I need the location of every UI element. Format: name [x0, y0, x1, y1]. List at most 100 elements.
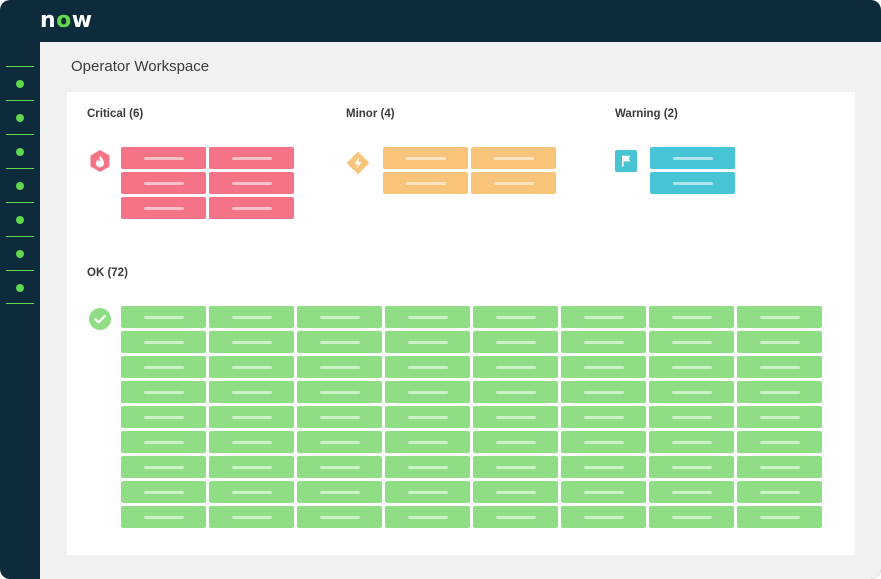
ok-alert-card[interactable]: [737, 431, 822, 453]
critical-alert-card[interactable]: [209, 197, 294, 219]
ok-alert-card[interactable]: [121, 481, 206, 503]
ok-alert-card[interactable]: [121, 456, 206, 478]
ok-alert-card[interactable]: [209, 406, 294, 428]
ok-alert-card[interactable]: [649, 406, 734, 428]
ok-alert-card[interactable]: [649, 481, 734, 503]
ok-alert-card[interactable]: [121, 406, 206, 428]
ok-alert-card[interactable]: [737, 456, 822, 478]
ok-alert-card[interactable]: [121, 431, 206, 453]
card-placeholder-line: [672, 156, 713, 160]
critical-alert-card[interactable]: [121, 172, 206, 194]
ok-alert-card[interactable]: [385, 306, 470, 328]
card-placeholder-line: [143, 340, 184, 344]
critical-alert-card[interactable]: [121, 147, 206, 169]
ok-alert-card[interactable]: [209, 456, 294, 478]
card-placeholder-line: [319, 365, 360, 369]
minor-alert-card[interactable]: [383, 172, 468, 194]
ok-alert-card[interactable]: [209, 431, 294, 453]
ok-alert-card[interactable]: [297, 406, 382, 428]
ok-alert-card[interactable]: [473, 431, 558, 453]
ok-alert-card[interactable]: [385, 331, 470, 353]
now-logo[interactable]: now: [40, 8, 93, 33]
sidebar-nav-item[interactable]: [6, 202, 34, 236]
ok-alert-card[interactable]: [473, 506, 558, 528]
card-placeholder-line: [143, 515, 184, 519]
ok-alert-card[interactable]: [561, 481, 646, 503]
ok-alert-card[interactable]: [561, 331, 646, 353]
nav-dot-icon: [16, 80, 24, 88]
ok-alert-card[interactable]: [561, 406, 646, 428]
ok-alert-card[interactable]: [649, 306, 734, 328]
ok-alert-card[interactable]: [473, 481, 558, 503]
ok-alert-card[interactable]: [297, 431, 382, 453]
critical-alert-card[interactable]: [121, 197, 206, 219]
sidebar-nav-item[interactable]: [6, 270, 34, 304]
ok-alert-card[interactable]: [473, 306, 558, 328]
ok-alert-card[interactable]: [297, 356, 382, 378]
critical-alert-card[interactable]: [209, 172, 294, 194]
sidebar-nav-item[interactable]: [6, 66, 34, 100]
ok-alert-card[interactable]: [121, 356, 206, 378]
ok-alert-card[interactable]: [121, 381, 206, 403]
ok-alert-card[interactable]: [473, 331, 558, 353]
ok-alert-card[interactable]: [649, 431, 734, 453]
ok-alert-card[interactable]: [209, 481, 294, 503]
ok-alert-card[interactable]: [385, 406, 470, 428]
ok-alert-card[interactable]: [737, 506, 822, 528]
ok-alert-card[interactable]: [737, 481, 822, 503]
ok-alert-card[interactable]: [121, 331, 206, 353]
card-placeholder-line: [759, 515, 800, 519]
nav-dot-icon: [16, 182, 24, 190]
ok-alert-card[interactable]: [209, 506, 294, 528]
ok-alert-card[interactable]: [561, 356, 646, 378]
ok-alert-card[interactable]: [473, 356, 558, 378]
ok-alert-card[interactable]: [561, 306, 646, 328]
sidebar-nav-item[interactable]: [6, 168, 34, 202]
sidebar-nav-item[interactable]: [6, 236, 34, 270]
sidebar-nav-item[interactable]: [6, 134, 34, 168]
ok-alert-card[interactable]: [385, 506, 470, 528]
ok-alert-card[interactable]: [737, 406, 822, 428]
critical-alert-card[interactable]: [209, 147, 294, 169]
ok-alert-card[interactable]: [649, 356, 734, 378]
ok-alert-card[interactable]: [121, 306, 206, 328]
ok-alert-card[interactable]: [297, 506, 382, 528]
ok-alert-card[interactable]: [649, 381, 734, 403]
ok-alert-card[interactable]: [473, 381, 558, 403]
ok-alert-card[interactable]: [561, 431, 646, 453]
ok-alert-card[interactable]: [473, 406, 558, 428]
ok-alert-card[interactable]: [121, 506, 206, 528]
ok-alert-card[interactable]: [737, 306, 822, 328]
ok-alert-card[interactable]: [297, 456, 382, 478]
ok-alert-card[interactable]: [297, 306, 382, 328]
ok-alert-card[interactable]: [649, 331, 734, 353]
ok-alert-card[interactable]: [385, 381, 470, 403]
minor-alert-card[interactable]: [471, 147, 556, 169]
ok-alert-card[interactable]: [649, 506, 734, 528]
card-placeholder-line: [583, 440, 624, 444]
ok-alert-card[interactable]: [297, 381, 382, 403]
ok-alert-card[interactable]: [385, 481, 470, 503]
ok-alert-card[interactable]: [385, 431, 470, 453]
ok-alert-card[interactable]: [561, 381, 646, 403]
ok-alert-card[interactable]: [737, 331, 822, 353]
ok-alert-card[interactable]: [209, 356, 294, 378]
ok-alert-card[interactable]: [209, 331, 294, 353]
ok-alert-card[interactable]: [385, 356, 470, 378]
warning-alert-card[interactable]: [650, 172, 735, 194]
warning-alert-card[interactable]: [650, 147, 735, 169]
ok-alert-card[interactable]: [385, 456, 470, 478]
ok-alert-card[interactable]: [209, 306, 294, 328]
ok-alert-card[interactable]: [473, 456, 558, 478]
ok-alert-card[interactable]: [737, 356, 822, 378]
ok-alert-card[interactable]: [561, 506, 646, 528]
minor-alert-card[interactable]: [471, 172, 556, 194]
sidebar-nav-item[interactable]: [6, 100, 34, 134]
ok-alert-card[interactable]: [297, 481, 382, 503]
ok-alert-card[interactable]: [649, 456, 734, 478]
ok-alert-card[interactable]: [209, 381, 294, 403]
ok-alert-card[interactable]: [297, 331, 382, 353]
ok-alert-card[interactable]: [737, 381, 822, 403]
minor-alert-card[interactable]: [383, 147, 468, 169]
ok-alert-card[interactable]: [561, 456, 646, 478]
